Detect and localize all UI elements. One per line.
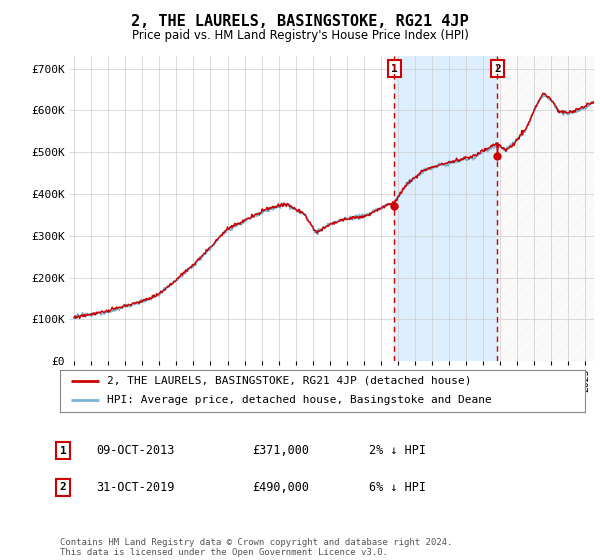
Text: 1: 1 <box>391 63 398 73</box>
Bar <box>497 56 594 361</box>
Text: 31-OCT-2019: 31-OCT-2019 <box>96 480 175 494</box>
Text: Contains HM Land Registry data © Crown copyright and database right 2024.
This d: Contains HM Land Registry data © Crown c… <box>60 538 452 557</box>
Text: Price paid vs. HM Land Registry's House Price Index (HPI): Price paid vs. HM Land Registry's House … <box>131 29 469 42</box>
Text: HPI: Average price, detached house, Basingstoke and Deane: HPI: Average price, detached house, Basi… <box>107 395 492 405</box>
Bar <box>394 56 497 361</box>
Text: 1: 1 <box>59 446 67 456</box>
Text: 2: 2 <box>494 63 501 73</box>
Text: £371,000: £371,000 <box>252 444 309 458</box>
Text: 2% ↓ HPI: 2% ↓ HPI <box>369 444 426 458</box>
Text: 6% ↓ HPI: 6% ↓ HPI <box>369 480 426 494</box>
Text: 2, THE LAURELS, BASINGSTOKE, RG21 4JP: 2, THE LAURELS, BASINGSTOKE, RG21 4JP <box>131 14 469 29</box>
Text: 2, THE LAURELS, BASINGSTOKE, RG21 4JP (detached house): 2, THE LAURELS, BASINGSTOKE, RG21 4JP (d… <box>107 376 472 386</box>
Text: 2: 2 <box>59 482 67 492</box>
Text: 09-OCT-2013: 09-OCT-2013 <box>96 444 175 458</box>
Text: £490,000: £490,000 <box>252 480 309 494</box>
